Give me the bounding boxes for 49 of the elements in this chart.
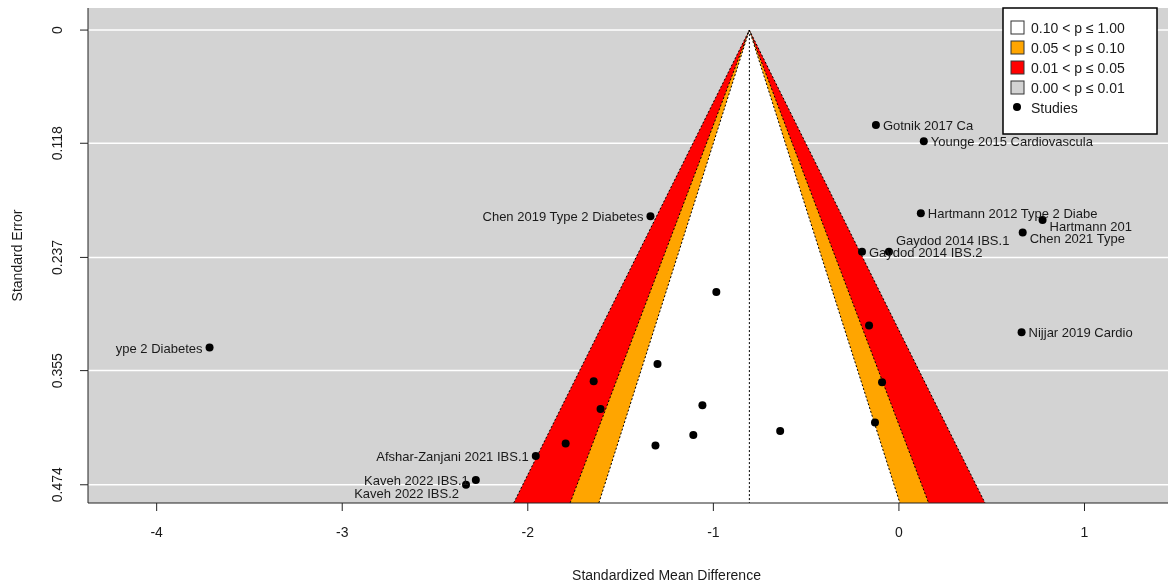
x-tick-label: -4	[150, 524, 164, 540]
y-tick-label: 0.355	[49, 352, 65, 389]
point	[858, 247, 866, 256]
y-tick-label: 0.237	[49, 239, 65, 275]
x-tick-label: -2	[521, 524, 535, 540]
legend-label: 0.01 < p ≤ 0.05	[1031, 60, 1125, 76]
annotation: Hartmann 2012 Type 2 Diabe	[927, 206, 1098, 222]
point	[651, 441, 660, 450]
point	[698, 401, 707, 410]
annotation: Younge 2015 Cardiovascula	[930, 134, 1094, 150]
point	[531, 451, 540, 460]
x-tick-label: -3	[336, 524, 349, 540]
annotation: ype 2 Diabetes	[115, 340, 204, 356]
point	[689, 430, 698, 439]
point	[596, 404, 605, 413]
x-tick-label: 1	[1080, 524, 1089, 540]
annotation: Kaveh 2022 IBS.2	[354, 485, 459, 501]
point	[646, 212, 655, 221]
annotation: Gaydod 2014 IBS.1	[895, 232, 1010, 248]
y-tick-label: 0	[49, 25, 65, 34]
point	[653, 359, 662, 368]
point	[712, 287, 721, 296]
y-tick-label: 0.118	[49, 126, 65, 161]
point	[916, 209, 925, 218]
point	[1017, 328, 1026, 337]
point	[471, 475, 480, 484]
y-axis-title: Standard Error	[9, 209, 25, 302]
x-tick-label: -1	[707, 524, 720, 540]
annotation: Nijjar 2019 Cardio	[1028, 325, 1133, 341]
legend-label: Studies	[1031, 100, 1078, 116]
annotation: Chen 2019 Type 2 Diabetes	[482, 209, 644, 225]
point	[205, 343, 214, 352]
x-tick-label: 0	[895, 524, 904, 540]
point	[776, 427, 785, 436]
annotation: Gotnik 2017 Ca	[882, 118, 975, 134]
band-label: 0.00 < p ≤ 0.01	[1031, 80, 1125, 96]
point	[865, 321, 874, 330]
point	[878, 378, 887, 387]
legend-label: 0.05 < p ≤ 0.10	[1031, 40, 1125, 56]
y-tick-label: 0.474	[49, 467, 65, 503]
point	[1018, 228, 1027, 237]
annotation: Afshar-Zanjani 2021 IBS.1	[376, 448, 529, 464]
legend-label: 0.10 < p ≤ 1.00	[1031, 20, 1125, 36]
point	[589, 377, 598, 386]
point	[871, 121, 880, 130]
point	[919, 137, 928, 146]
point	[870, 418, 879, 427]
x-axis-title: Standardized Mean Difference	[572, 567, 762, 583]
point	[561, 439, 570, 448]
